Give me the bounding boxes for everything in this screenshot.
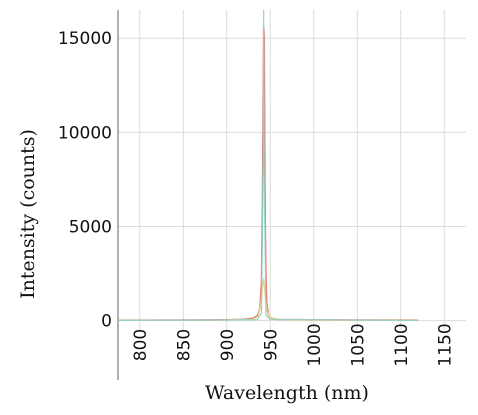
- y-tick-label-2: 10000: [58, 123, 112, 143]
- x-tick-label-4: 1000: [305, 323, 325, 366]
- tick-layer: 800 850 900 950 1000 1050 1100 1150 0 5000 10000 15…: [58, 29, 455, 366]
- grid-layer: [118, 10, 466, 330]
- x-tick-label-2: 900: [218, 329, 238, 361]
- x-tick-label-7: 1150: [435, 323, 455, 366]
- y-tick-label-1: 5000: [69, 217, 112, 237]
- y-axis-title: Intensity (counts): [17, 129, 39, 299]
- series-line-0: [118, 26, 419, 322]
- series-line-2: [117, 9, 419, 321]
- series-line-1: [117, 278, 419, 321]
- y-tick-label-0: 0: [101, 312, 112, 332]
- x-tick-label-0: 800: [131, 329, 151, 361]
- x-tick-label-3: 950: [261, 329, 281, 361]
- y-tick-label-3: 15000: [58, 29, 112, 49]
- x-axis-title: Wavelength (nm): [205, 382, 369, 404]
- x-tick-label-1: 850: [174, 329, 194, 361]
- x-tick-label-5: 1050: [348, 323, 368, 366]
- series-layer: [117, 9, 419, 322]
- x-tick-label-6: 1100: [392, 323, 412, 366]
